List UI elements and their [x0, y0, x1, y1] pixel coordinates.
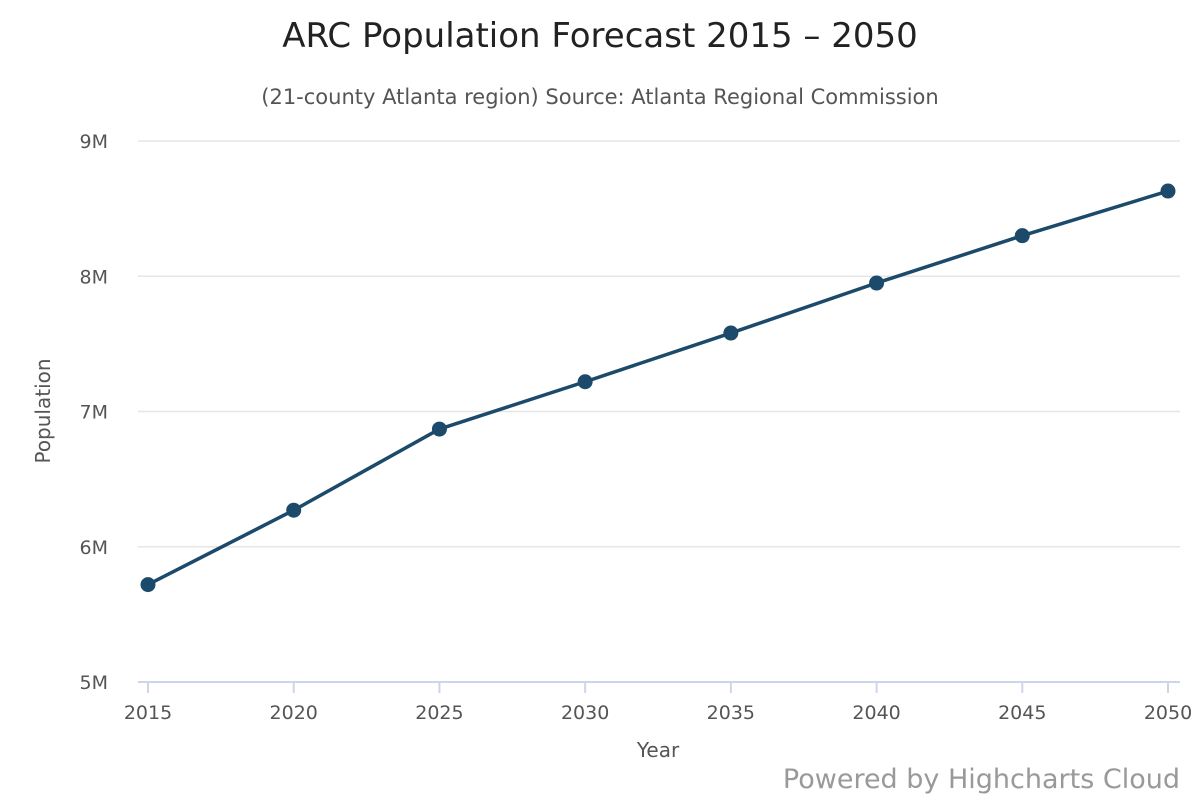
x-tick-label: 2020 — [270, 702, 318, 724]
y-tick-label: 9M — [80, 131, 108, 153]
data-point — [1160, 183, 1176, 199]
chart-subtitle: (21-county Atlanta region) Source: Atlan… — [261, 85, 938, 109]
y-tick-label: 7M — [80, 402, 108, 424]
data-point — [723, 325, 739, 341]
x-tick-label: 2040 — [852, 702, 900, 724]
x-axis: 2015 2020 2025 2030 2035 2040 2045 2050 — [124, 681, 1192, 724]
x-axis-label: Year — [636, 738, 680, 762]
data-point — [577, 374, 593, 390]
data-point — [869, 275, 885, 291]
gridlines — [138, 140, 1180, 548]
x-tick-label: 2050 — [1144, 702, 1192, 724]
x-tick-label: 2035 — [707, 702, 755, 724]
x-tick-label: 2045 — [998, 702, 1046, 724]
x-tick-label: 2025 — [415, 702, 463, 724]
credits-text[interactable]: Powered by Highcharts Cloud — [783, 764, 1180, 795]
y-axis: 5M 6M 7M 8M 9M — [80, 131, 108, 694]
x-tick-label: 2030 — [561, 702, 609, 724]
y-tick-label: 5M — [80, 672, 108, 694]
data-point — [286, 502, 302, 518]
data-point — [1014, 228, 1030, 244]
y-tick-label: 8M — [80, 266, 108, 288]
data-point — [431, 421, 447, 437]
chart-title: ARC Population Forecast 2015 – 2050 — [282, 16, 918, 56]
y-tick-label: 6M — [80, 537, 108, 559]
series-group — [140, 183, 1176, 593]
series-line — [146, 189, 1170, 587]
data-point — [140, 577, 156, 593]
x-tick-label: 2015 — [124, 702, 172, 724]
y-axis-label: Population — [31, 358, 55, 463]
